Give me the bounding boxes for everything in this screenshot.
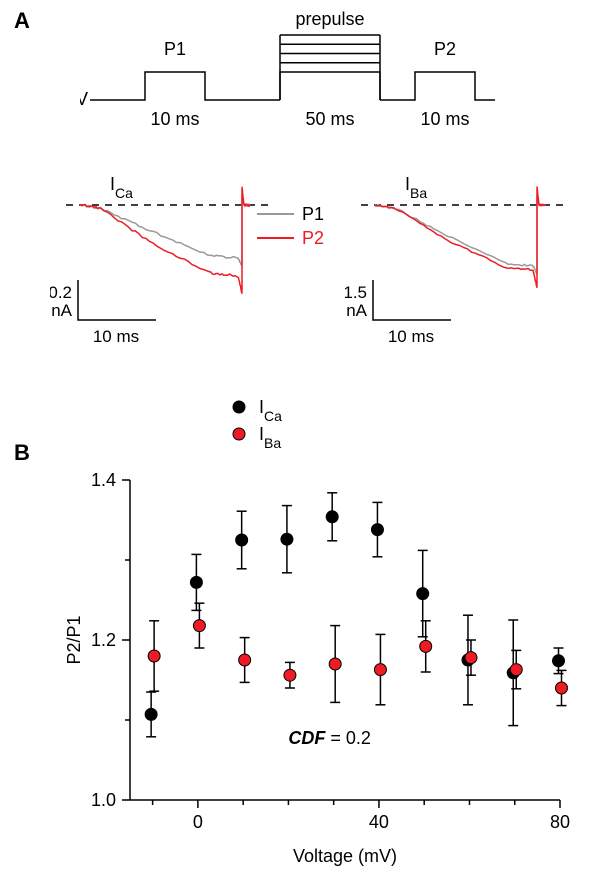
svg-text:CDF = 0.2: CDF = 0.2 xyxy=(288,728,371,748)
ica-trace: ICa 0.2nA 10 ms xyxy=(50,170,290,350)
svg-text:10 ms: 10 ms xyxy=(388,327,434,346)
svg-text:nA: nA xyxy=(51,301,72,320)
svg-text:nA: nA xyxy=(346,301,367,320)
svg-text:prepulse: prepulse xyxy=(295,10,364,29)
svg-text:1.0: 1.0 xyxy=(91,790,116,810)
svg-text:80: 80 xyxy=(550,812,570,832)
svg-text:P2: P2 xyxy=(434,39,456,59)
svg-text:50 ms: 50 ms xyxy=(305,109,354,129)
svg-text:ICa: ICa xyxy=(110,174,133,201)
svg-text:1.4: 1.4 xyxy=(91,470,116,490)
panel-B-label: B xyxy=(14,440,30,466)
svg-text:IBa: IBa xyxy=(405,174,427,201)
p2p1-chart: 1.0 1.2 1.4 0 40 80 Voltage (mV) P2/P1 CDF = 0.2 xyxy=(60,460,580,880)
svg-text:IBa: IBa xyxy=(259,424,281,451)
svg-text:10 ms: 10 ms xyxy=(420,109,469,129)
svg-text:0: 0 xyxy=(193,812,203,832)
svg-text:Voltage (mV): Voltage (mV) xyxy=(293,846,397,866)
svg-text:P1: P1 xyxy=(164,39,186,59)
iba-trace: IBa 1.5nA 10 ms xyxy=(345,170,585,350)
svg-text:40: 40 xyxy=(369,812,389,832)
protocol-diagram: P1 prepulse P2 -80 mV 10 ms 50 ms 10 ms xyxy=(80,10,500,160)
svg-text:0.2: 0.2 xyxy=(50,283,72,302)
svg-text:P1: P1 xyxy=(302,204,324,224)
svg-text:1.2: 1.2 xyxy=(91,630,116,650)
svg-text:P2/P1: P2/P1 xyxy=(64,615,84,664)
svg-text:1.5: 1.5 xyxy=(345,283,367,302)
svg-text:P2: P2 xyxy=(302,228,324,248)
trace-legend: P1P2 xyxy=(252,200,362,250)
svg-text:10 ms: 10 ms xyxy=(150,109,199,129)
svg-text:-80 mV: -80 mV xyxy=(80,89,88,109)
svg-text:10 ms: 10 ms xyxy=(93,327,139,346)
panel-A-label: A xyxy=(14,8,30,34)
figure-root: A P1 prepulse P2 -80 mV 10 ms 50 ms 10 ms ICa 0… xyxy=(0,0,604,894)
svg-text:ICa: ICa xyxy=(259,397,282,424)
panelB-legend: ICaIBa xyxy=(225,392,375,452)
